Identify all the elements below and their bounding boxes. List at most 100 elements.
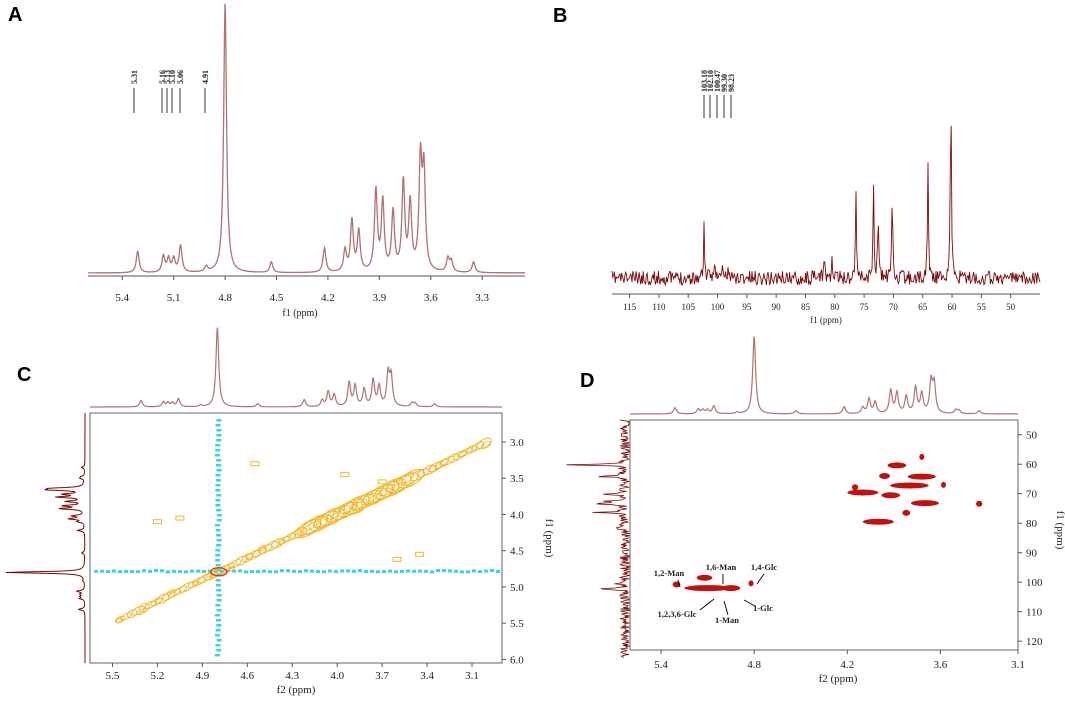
panel-d-cross-peak (889, 482, 929, 489)
panel-a-x-label: f1 (ppm) (282, 308, 317, 319)
panel-c-noise-mark (418, 569, 422, 573)
panel-c-cross-peak (175, 515, 185, 521)
panel-a-peak-label: 5.10 (168, 70, 177, 84)
panel-a-tick-label: 3.6 (424, 292, 438, 304)
panel-b-spectrum: 115 110 105 100 95 90 85 80 75 70 65 60 55 50 103.181… (611, 70, 1041, 325)
panel-c-noise-mark (216, 434, 222, 437)
panel-c-ticks: 5.5 5.2 4.9 4.6 4.3 4.0 3.7 3.4 3.1 3.0 3.5 4.0 4.5 5… (106, 437, 525, 682)
panel-d-annotation-label: 1,2-Man (654, 568, 685, 578)
panel-d-cross-peak (862, 518, 894, 525)
panel-c-diagonal-contour (258, 544, 273, 554)
panel-d-y-tick-label: 70 (1026, 489, 1038, 501)
panel-c-cross-peak (152, 519, 162, 525)
panel-d-annotation-arrow (699, 598, 715, 611)
panel-c-noise-mark (216, 639, 222, 642)
panel-c-noise-mark (216, 519, 222, 522)
panel-c-noise-mark (216, 509, 222, 512)
panel-d-annotation-arrow (677, 579, 681, 588)
panel-a-tick-label: 4.8 (218, 292, 232, 304)
panel-b-tick-label: 75 (860, 302, 870, 312)
panel-c-y-tick-label: 3.0 (510, 437, 524, 449)
panel-c-diagonal-contour (120, 612, 132, 621)
panel-c-diagonal-contour (283, 532, 297, 543)
panel-b-peak-label: 100.47 (713, 70, 722, 92)
panel-c-noise-mark (215, 604, 221, 607)
panel-c-noise-mark (322, 570, 326, 574)
panel-d-cross-peak (696, 574, 713, 581)
panel-c-noise-mark (112, 569, 116, 573)
panel-c-noise-mark (215, 549, 221, 552)
panel-d-annotation-label: 1-Glc (753, 603, 773, 613)
panel-d-annotation-arrow (723, 600, 729, 616)
panel-b-ticks: 115 110 105 100 95 90 85 80 75 70 65 60 55 50 (623, 294, 1016, 312)
panel-c-noise-mark (216, 544, 222, 547)
panel-d-y-tick-label: 100 (1026, 577, 1043, 589)
panel-d-cross-peak (879, 473, 890, 480)
panel-c-x-tick-label: 4.0 (330, 670, 344, 682)
panel-c-diagonal-contour (458, 447, 473, 458)
panel-c-diagonal-contour (471, 441, 485, 452)
panel-b-peak-label: 103.18 (700, 70, 709, 92)
panel-c-noise-mark (100, 569, 104, 573)
panel-c-noise-mark (268, 570, 272, 574)
panel-c-cross-peak (415, 551, 425, 557)
panel-b-x-label: f1 (ppm) (810, 315, 842, 325)
panel-c-noise-mark (262, 569, 266, 573)
panel-c-noise-mark (436, 568, 440, 572)
panel-c-noise-mark (454, 569, 458, 573)
panel-c-diagonal-contour (197, 573, 212, 584)
panel-d-y-tick-label: 60 (1026, 459, 1038, 471)
panel-a-tick-label: 3.3 (475, 292, 489, 304)
panel-c-noise-mark (215, 444, 221, 447)
panel-b-tick-label: 110 (652, 302, 666, 312)
panel-c-noise-mark (148, 569, 152, 573)
panel-c-noise-mark (460, 570, 464, 574)
panel-c-noise-mark (274, 570, 278, 574)
panel-c-noise-mark (215, 584, 221, 587)
panel-c-noise-mark (142, 569, 146, 573)
panel-d-annotation-label: 1,4-Glc (751, 562, 777, 572)
panel-d-cross-peaks (672, 453, 983, 592)
panel-d-x-tick-label: 5.4 (654, 659, 668, 671)
panel-c-noise-mark (190, 569, 194, 573)
panel-c-noise-mark (215, 424, 221, 427)
panel-c-noise-mark (304, 569, 308, 573)
panel-c-diagonal-contour (278, 539, 287, 546)
panel-c-noise-mark (94, 569, 98, 573)
panel-c-diagonal-contour (229, 559, 242, 569)
panel-c-diagonal-contour (409, 470, 425, 482)
panel-c-x-tick-label: 5.5 (106, 670, 120, 682)
panel-a-tick-label: 3.9 (372, 292, 386, 304)
panel-c-noise-mark (196, 569, 200, 573)
panel-c-noise-mark (376, 570, 380, 574)
panel-c-noise-mark (490, 568, 494, 572)
panel-label-c: C (17, 364, 32, 386)
panel-b-peak-label: 99.30 (720, 74, 729, 92)
panel-c-noise-mark (238, 569, 242, 573)
panel-d-y-tick-label: 120 (1026, 636, 1043, 648)
panel-c-noise-mark (215, 619, 221, 622)
panel-a-series-line (88, 3, 525, 274)
panel-a-peak-labels: 5.31 5.165.135.10 5.06 4.91 (130, 70, 210, 113)
panel-c-noise-mark (292, 569, 296, 573)
panel-d-cross-peak (902, 509, 911, 516)
panel-c-diagonal-contour (216, 564, 230, 575)
panel-d-x-tick-label: 3.6 (934, 659, 948, 671)
panel-c-noise-mark (178, 570, 182, 574)
panel-c-noise-mark (484, 569, 488, 573)
panel-d-cross-peak (919, 453, 925, 460)
panel-c-y-label: f1 (ppm) (543, 519, 555, 558)
panel-d-ticks: 5.4 4.8 4.2 3.6 3.1 50 60 70 80 90 100 110 120 (654, 430, 1043, 671)
panel-a-tick-label: 4.5 (270, 292, 284, 304)
panel-c-noise-mark (298, 570, 302, 574)
panel-c-noise-mark (394, 570, 398, 574)
panel-b-tick-label: 115 (623, 302, 637, 312)
panel-d-y-tick-label: 50 (1026, 430, 1038, 442)
panel-d-y-label: f1 (ppm) (1054, 511, 1065, 550)
panel-c-noise-mark (215, 554, 221, 557)
panel-c-noise-mark (250, 569, 254, 573)
panel-c-diagonal-contour (440, 455, 455, 467)
panel-b-peak-label: 98.23 (727, 74, 736, 92)
panel-c-noise-mark (352, 569, 356, 573)
panel-d-cross-peak (748, 580, 754, 587)
